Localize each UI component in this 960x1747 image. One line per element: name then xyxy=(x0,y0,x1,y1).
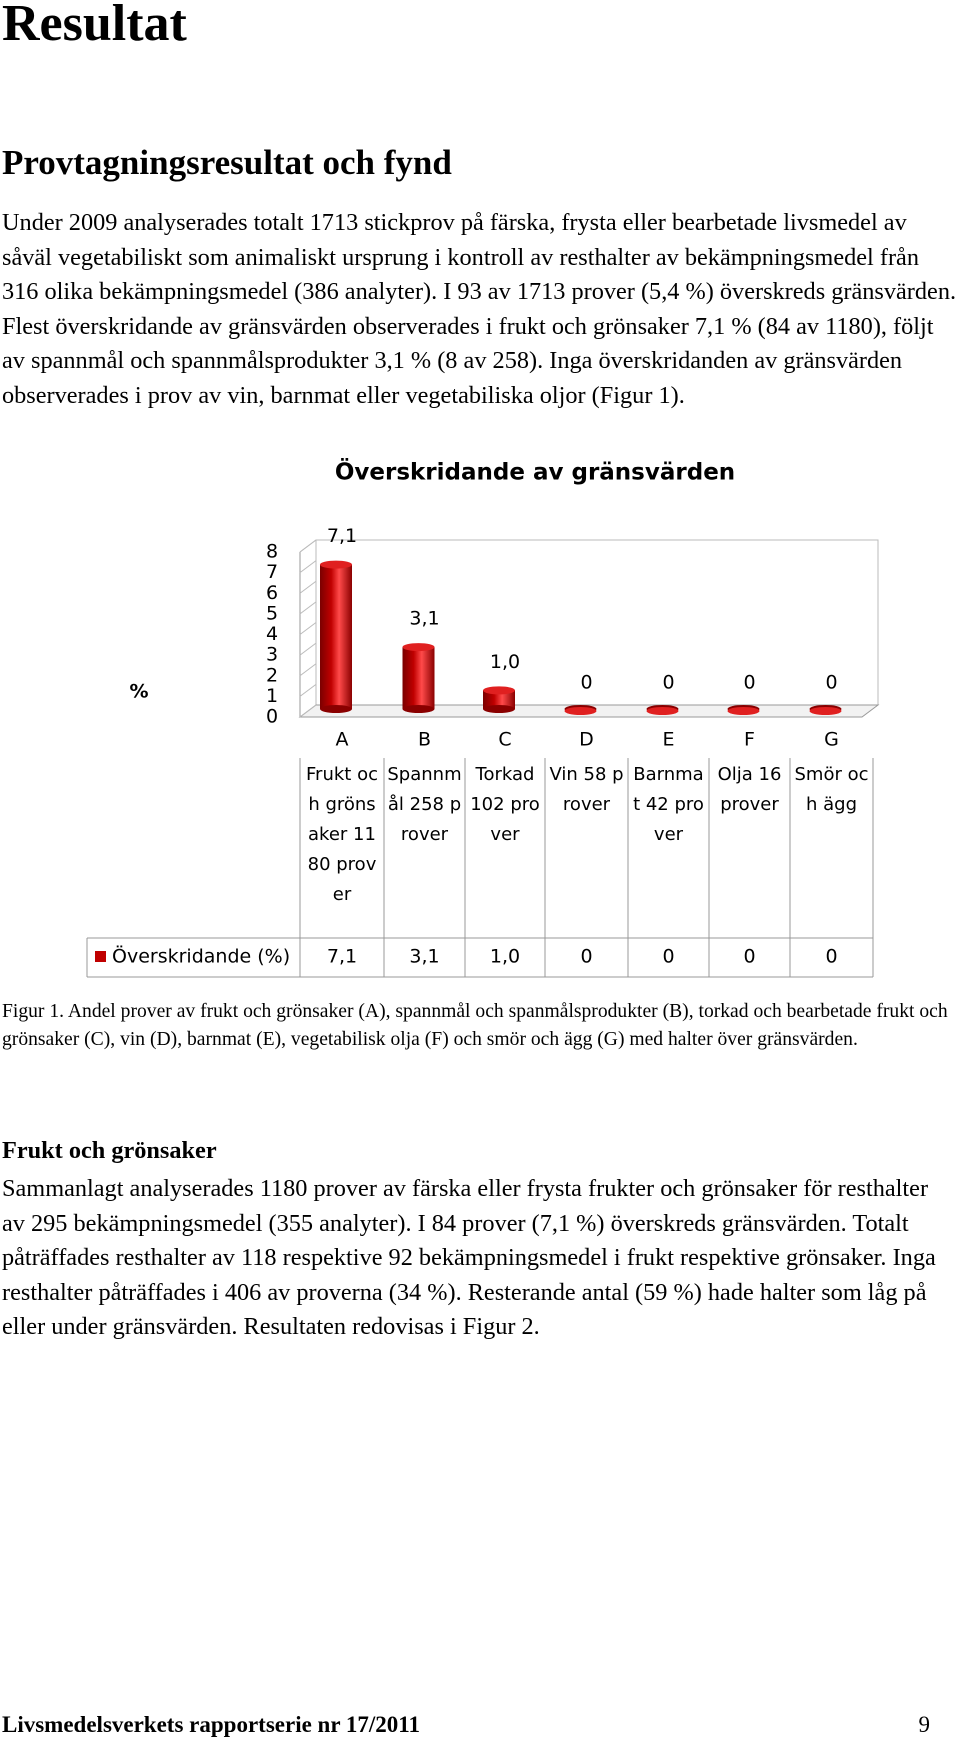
bar-base xyxy=(402,705,435,713)
category-description-box: Smör och ägg xyxy=(794,764,869,815)
category-description-box: Torkad 102 prover xyxy=(470,764,540,845)
grid-line xyxy=(299,704,317,718)
section-heading: Provtagningsresultat och fynd xyxy=(2,143,452,182)
grid-line xyxy=(299,642,317,656)
bar-top xyxy=(809,707,842,715)
category-description-box: Frukt och grönsaker 1180 prover xyxy=(306,764,378,905)
chart: Överskridande av gränsvärden%0123456787,… xyxy=(86,458,880,978)
value-label: 0 xyxy=(825,672,837,694)
table-value: 0 xyxy=(743,946,755,968)
table-value: 0 xyxy=(662,946,674,968)
bar xyxy=(320,560,352,713)
category-description: Vin 58 prover xyxy=(549,764,624,815)
paragraph: Sammanlagt analyserades 1180 prover av f… xyxy=(2,1175,936,1341)
x-tick-label: E xyxy=(662,729,674,751)
category-description: Torkad 102 prover xyxy=(470,764,540,845)
bar-top xyxy=(646,707,679,715)
bar xyxy=(402,643,435,713)
y-tick-label: 5 xyxy=(266,602,278,624)
y-tick-label: 1 xyxy=(266,685,278,707)
value-label: 0 xyxy=(743,672,755,694)
table-value: 0 xyxy=(580,946,592,968)
y-tick-label: 3 xyxy=(266,644,278,666)
table-value: 0 xyxy=(825,946,837,968)
grid-line xyxy=(299,601,317,615)
legend-swatch xyxy=(95,951,106,962)
grid-line xyxy=(299,539,317,553)
x-tick-label: F xyxy=(744,729,755,751)
bar-body xyxy=(402,647,435,709)
page-number: 9 xyxy=(918,1712,931,1737)
y-tick-label: 6 xyxy=(266,582,278,604)
bar-top xyxy=(564,707,597,715)
y-tick-label: 2 xyxy=(266,664,278,686)
bar-top xyxy=(320,560,352,569)
y-tick-label: 0 xyxy=(266,706,278,728)
category-description: Spannmål 258 prover xyxy=(387,764,462,845)
subsection-heading: Frukt och grönsaker xyxy=(2,1137,217,1164)
bar-top xyxy=(402,643,435,652)
value-label: 0 xyxy=(580,672,592,694)
x-tick-label: A xyxy=(336,729,349,751)
y-tick-label: 7 xyxy=(266,561,278,583)
category-description: Olja 16 prover xyxy=(717,764,782,815)
grid-line xyxy=(299,663,317,677)
y-tick-label: 8 xyxy=(266,541,278,563)
x-tick-label: G xyxy=(824,729,839,751)
value-label: 3,1 xyxy=(409,608,439,630)
chart-title: Överskridande av gränsvärden xyxy=(335,458,735,486)
bar xyxy=(646,705,679,715)
bar xyxy=(727,705,760,715)
category-description-box: Barnmat 42 prover xyxy=(633,764,704,845)
footer-series: Livsmedelsverkets rapportserie nr 17/201… xyxy=(2,1712,420,1737)
bar-base xyxy=(483,705,515,713)
grid-line xyxy=(299,580,317,594)
value-label: 0 xyxy=(662,672,674,694)
grid-line xyxy=(299,622,317,635)
y-tick-label: 4 xyxy=(266,623,278,645)
grid-line xyxy=(299,560,317,574)
category-description-box: Olja 16 prover xyxy=(717,764,782,815)
category-description-box: Vin 58 prover xyxy=(549,764,624,815)
value-label: 7,1 xyxy=(327,525,357,547)
bar-top xyxy=(727,707,760,715)
x-tick-label: D xyxy=(579,729,594,751)
category-description: Barnmat 42 prover xyxy=(633,764,704,845)
value-label: 1,0 xyxy=(490,651,520,673)
grid-line xyxy=(299,683,317,697)
x-tick-label: B xyxy=(418,729,431,751)
table-value: 3,1 xyxy=(409,946,439,968)
bar xyxy=(809,705,842,715)
category-description-box: Spannmål 258 prover xyxy=(387,764,462,845)
bar-base xyxy=(320,705,352,713)
table-value: 1,0 xyxy=(490,946,520,968)
bar-body xyxy=(483,690,515,709)
y-axis-label: % xyxy=(129,681,148,703)
figure-caption: Figur 1. Andel prover av frukt och gröns… xyxy=(2,1001,948,1050)
category-description: Frukt och grönsaker 1180 prover xyxy=(306,764,378,905)
table-value: 7,1 xyxy=(327,946,357,968)
bar xyxy=(483,686,515,713)
x-tick-label: C xyxy=(498,729,511,751)
page-title: Resultat xyxy=(2,0,187,52)
paragraph: Under 2009 analyserades totalt 1713 stic… xyxy=(2,209,957,409)
bar-body xyxy=(320,564,352,709)
legend-label: Överskridande (%) xyxy=(112,945,290,968)
bar-top xyxy=(483,686,515,695)
bar xyxy=(564,705,597,715)
category-description: Smör och ägg xyxy=(794,764,869,815)
